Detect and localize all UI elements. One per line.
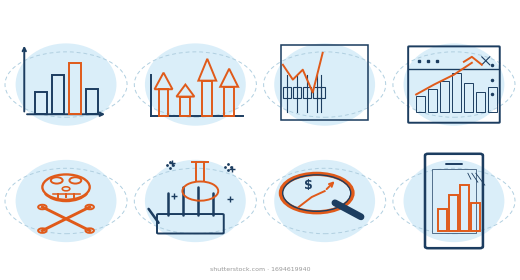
Bar [488, 87, 497, 112]
Bar [317, 87, 324, 98]
Ellipse shape [16, 160, 116, 242]
Ellipse shape [145, 43, 246, 126]
Bar [35, 92, 47, 114]
Bar [449, 195, 458, 231]
Ellipse shape [274, 160, 375, 242]
Bar [416, 96, 425, 112]
Bar [283, 87, 291, 98]
Bar [303, 87, 311, 98]
Circle shape [281, 174, 353, 212]
Ellipse shape [404, 43, 504, 126]
Bar [460, 185, 469, 231]
Ellipse shape [274, 43, 375, 126]
Ellipse shape [16, 43, 116, 126]
Bar [159, 89, 168, 116]
Text: shutterstock.com · 1694619940: shutterstock.com · 1694619940 [210, 267, 310, 272]
Bar [52, 75, 64, 114]
Bar [471, 203, 480, 231]
Bar [281, 45, 368, 120]
Bar [202, 81, 212, 116]
Text: $: $ [304, 179, 313, 192]
Bar [432, 169, 476, 233]
Bar [440, 81, 449, 112]
Bar [464, 83, 473, 112]
Ellipse shape [404, 160, 504, 242]
Bar [293, 87, 301, 98]
Bar [313, 87, 321, 98]
Bar [86, 88, 98, 114]
Bar [224, 87, 234, 116]
Bar [69, 63, 81, 114]
Bar [452, 73, 461, 112]
Ellipse shape [145, 160, 246, 242]
Bar [180, 97, 190, 116]
Bar [476, 92, 485, 112]
Bar [438, 209, 447, 231]
Bar [428, 88, 437, 112]
